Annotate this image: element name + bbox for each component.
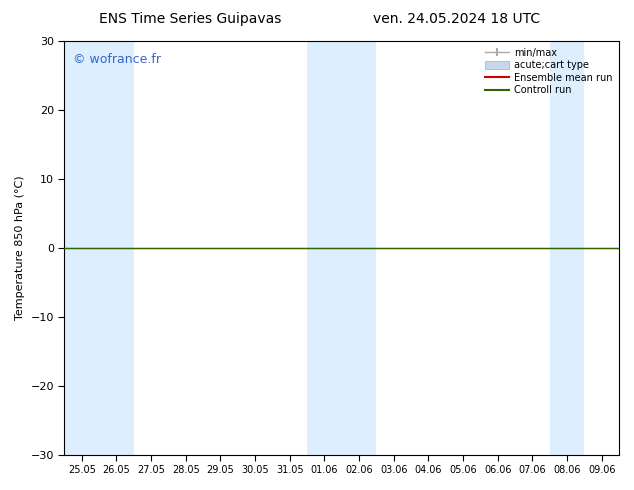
Text: ENS Time Series Guipavas: ENS Time Series Guipavas [99, 12, 281, 26]
Text: ven. 24.05.2024 18 UTC: ven. 24.05.2024 18 UTC [373, 12, 540, 26]
Legend: min/max, acute;cart type, Ensemble mean run, Controll run: min/max, acute;cart type, Ensemble mean … [482, 46, 614, 97]
Bar [307, 41, 377, 455]
Bar [65, 41, 134, 455]
Text: © wofrance.fr: © wofrance.fr [73, 53, 161, 67]
Bar [550, 41, 585, 455]
Y-axis label: Temperature 850 hPa (°C): Temperature 850 hPa (°C) [15, 175, 25, 320]
